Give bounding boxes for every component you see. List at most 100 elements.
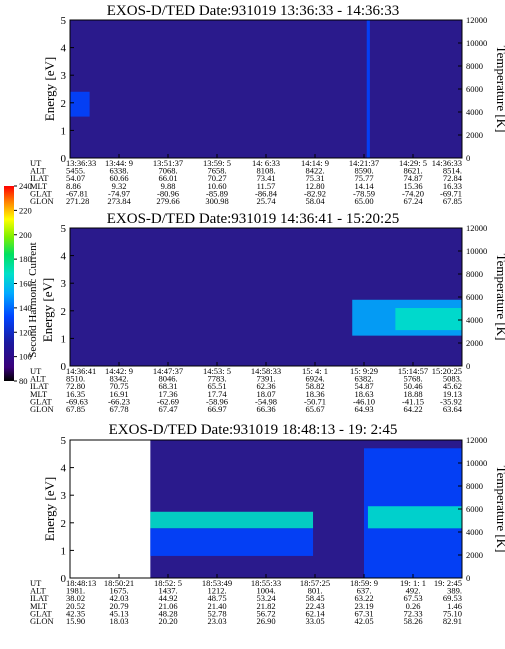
- orbit-cell: 21.06: [158, 601, 177, 611]
- orbit-cell: 1004.: [256, 586, 275, 596]
- orbit-cell: 18.03: [109, 616, 128, 626]
- panel-3: EXOS-D/TED Date:931019 18:48:13 - 19: 2:…: [30, 422, 505, 626]
- panel-3-y2tick-label: 8000: [466, 481, 483, 491]
- orbit-cell: 67.85: [66, 404, 85, 414]
- orbit-cell: 67.78: [109, 404, 128, 414]
- orbit-cell: 18:52: 5: [154, 578, 182, 588]
- orbit-cell: 18.36: [305, 389, 324, 399]
- orbit-cell: 13:36:33: [66, 158, 96, 168]
- orbit-cell: 8046.: [158, 374, 177, 384]
- colorbar-tick-label: 140: [19, 303, 32, 313]
- orbit-cell: 11.57: [257, 181, 276, 191]
- panel-1-y2tick-label: 4000: [466, 107, 483, 117]
- orbit-cell: 17.36: [158, 389, 177, 399]
- orbit-cell: 18.63: [354, 389, 373, 399]
- orbit-cell: 18:48:13: [66, 578, 96, 588]
- orbit-cell: 18.88: [403, 389, 422, 399]
- orbit-cell: 15:20:25: [432, 366, 462, 376]
- panel-3-y2tick-label: 10000: [466, 458, 487, 468]
- orbit-cell: 14:53: 5: [203, 366, 231, 376]
- orbit-cell: 15: 9:29: [350, 366, 378, 376]
- orbit-cell: 8510.: [66, 374, 85, 384]
- orbit-cell: 75.77: [354, 173, 373, 183]
- panel-1-y2label: Temperature [K]: [494, 46, 505, 133]
- orbit-row-label: UT: [30, 366, 42, 376]
- orbit-cell: -62.69: [157, 396, 179, 406]
- panel-2-orbit-table: UTALTILATMLTGLATGLON14:36:418510.72.8016…: [30, 366, 463, 414]
- orbit-cell: -67.81: [66, 188, 88, 198]
- orbit-cell: 1212.: [207, 586, 226, 596]
- orbit-cell: 22.43: [305, 601, 324, 611]
- orbit-cell: 0.26: [406, 601, 421, 611]
- orbit-cell: 14: 6:33: [252, 158, 280, 168]
- orbit-cell: 63.64: [443, 404, 463, 414]
- panel-2: EXOS-D/TED Date:931019 14:36:41 - 15:20:…: [30, 211, 505, 414]
- colorbar-tick-label: 80: [19, 376, 28, 386]
- orbit-cell: 72.33: [403, 608, 422, 618]
- orbit-cell: 82.91: [443, 616, 462, 626]
- panel-2-title: EXOS-D/TED Date:931019 14:36:41 - 15:20:…: [107, 211, 399, 227]
- orbit-cell: -69.71: [440, 188, 462, 198]
- panel-1-y2tick-label: 6000: [466, 84, 483, 94]
- orbit-cell: 74.87: [403, 173, 422, 183]
- orbit-row-label: GLON: [30, 404, 54, 414]
- orbit-cell: 66.36: [256, 404, 275, 414]
- panel-3-ytick-label: 4: [61, 463, 67, 475]
- orbit-cell: 7783.: [207, 374, 226, 384]
- orbit-cell: -80.96: [157, 188, 179, 198]
- panel-1-y2tick-label: 2000: [466, 130, 483, 140]
- panel-3-ytick-label: 5: [61, 435, 67, 447]
- orbit-cell: 65.51: [207, 381, 226, 391]
- orbit-cell: 64.22: [403, 404, 422, 414]
- orbit-cell: 18:53:49: [202, 578, 232, 588]
- orbit-cell: 8.86: [66, 181, 81, 191]
- panel-3-y2tick-label: 0: [466, 573, 470, 583]
- orbit-cell: 58.26: [403, 616, 422, 626]
- orbit-cell: 14:47:37: [153, 366, 183, 376]
- panel-1-ytick-label: 3: [61, 70, 67, 82]
- orbit-cell: 58.04: [305, 196, 325, 206]
- orbit-cell: 63.22: [354, 593, 373, 603]
- orbit-cell: 23.19: [354, 601, 373, 611]
- orbit-cell: 16.33: [443, 181, 462, 191]
- panel-1-ytick-label: 0: [61, 153, 67, 165]
- orbit-cell: 67.47: [158, 404, 177, 414]
- orbit-cell: 69.53: [443, 593, 462, 603]
- orbit-row-label: ILAT: [30, 381, 49, 391]
- orbit-row-label: ALT: [30, 374, 47, 384]
- panel-2-y2tick-label: 8000: [466, 269, 483, 279]
- orbit-cell: 1675.: [109, 586, 128, 596]
- panel-1-plot-area: [70, 20, 462, 158]
- panel-2-ytick-label: 0: [61, 361, 67, 373]
- orbit-cell: 66.97: [207, 404, 226, 414]
- panel-1-ytick-label: 5: [61, 15, 67, 27]
- panel-1-ytick-label: 2: [61, 98, 67, 110]
- orbit-cell: 66.01: [158, 173, 177, 183]
- orbit-cell: 54.87: [354, 381, 373, 391]
- orbit-cell: 70.27: [207, 173, 226, 183]
- orbit-cell: 389.: [447, 586, 462, 596]
- panel-2-y2tick-label: 12000: [466, 223, 487, 233]
- orbit-row-label: UT: [30, 158, 42, 168]
- orbit-row-label: ALT: [30, 166, 47, 176]
- orbit-cell: 5455.: [66, 166, 85, 176]
- orbit-cell: -82.92: [304, 188, 326, 198]
- orbit-cell: 9.88: [161, 181, 176, 191]
- orbit-cell: 8108.: [256, 166, 275, 176]
- panel-3-nodata: [70, 440, 151, 578]
- orbit-cell: 8514.: [443, 166, 462, 176]
- orbit-cell: 637.: [357, 586, 372, 596]
- orbit-cell: 75.10: [443, 608, 462, 618]
- orbit-cell: 45.13: [109, 608, 128, 618]
- orbit-cell: 14:42: 9: [105, 366, 133, 376]
- panel-2-ytick-label: 4: [61, 251, 67, 263]
- orbit-cell: -54.98: [255, 396, 277, 406]
- orbit-cell: 65.00: [354, 196, 373, 206]
- orbit-cell: 42.03: [109, 593, 128, 603]
- orbit-cell: 7391.: [256, 374, 275, 384]
- colorbar-tick-label: 160: [19, 279, 32, 289]
- panel-1-band: [70, 91, 90, 117]
- orbit-row-label: ILAT: [30, 173, 49, 183]
- colorbar-tick-label: 100: [19, 352, 32, 362]
